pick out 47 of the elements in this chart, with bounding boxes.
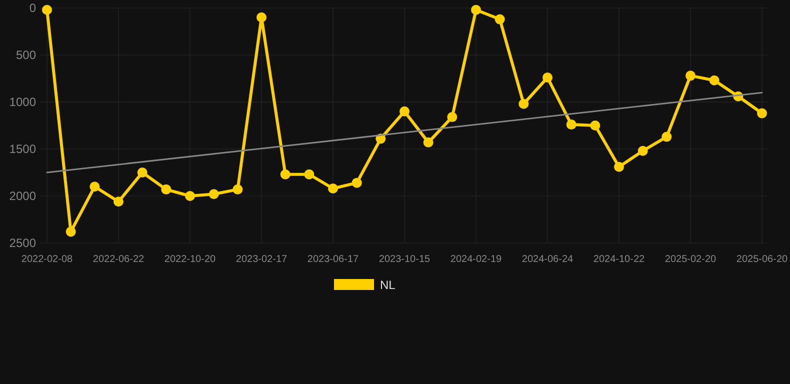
x-tick-label: 2025-06-20	[736, 254, 788, 265]
x-tick-label: 2023-06-17	[307, 254, 360, 265]
point	[542, 72, 552, 83]
x-tick-label: 2024-10-22	[593, 254, 646, 265]
y-tick-label: 2000	[9, 189, 36, 204]
point	[137, 168, 148, 178]
point	[90, 182, 100, 192]
point	[638, 146, 648, 156]
point	[686, 70, 696, 81]
point	[352, 178, 362, 188]
x-tick-label: 2022-10-20	[164, 254, 216, 265]
x-tick-label: 2023-02-17	[236, 254, 288, 265]
point	[256, 12, 266, 22]
point	[423, 137, 434, 148]
y-tick-label: 2500	[9, 236, 36, 250]
point	[614, 162, 624, 172]
point	[494, 14, 505, 24]
y-tick-label: 1500	[9, 142, 36, 156]
point	[232, 184, 243, 194]
point	[518, 98, 529, 109]
y-tick-label: 1000	[9, 95, 36, 110]
point	[471, 4, 481, 15]
point	[208, 189, 219, 200]
x-tick-label: 2022-02-08	[21, 254, 74, 265]
point	[185, 191, 195, 201]
point	[400, 106, 410, 116]
legend-label: NL	[380, 278, 396, 292]
point	[328, 183, 338, 194]
point	[66, 226, 76, 237]
point	[42, 4, 52, 15]
point	[447, 112, 458, 122]
x-tick-label: 2024-06-24	[522, 254, 574, 265]
point	[662, 132, 672, 142]
y-tick-label: 500	[16, 48, 36, 62]
x-tick-label: 2022-06-22	[92, 254, 145, 265]
x-tick-label: 2025-02-20	[664, 254, 717, 265]
point	[304, 169, 314, 180]
point	[114, 196, 124, 207]
point	[161, 184, 172, 194]
point	[709, 75, 720, 86]
point	[757, 108, 767, 118]
x-tick-label: 2024-02-19	[450, 254, 502, 265]
point	[590, 120, 600, 130]
x-tick-label: 2023-10-15	[378, 254, 431, 265]
point	[566, 120, 576, 130]
point	[280, 169, 290, 180]
y-tick-label: 0	[29, 1, 36, 16]
